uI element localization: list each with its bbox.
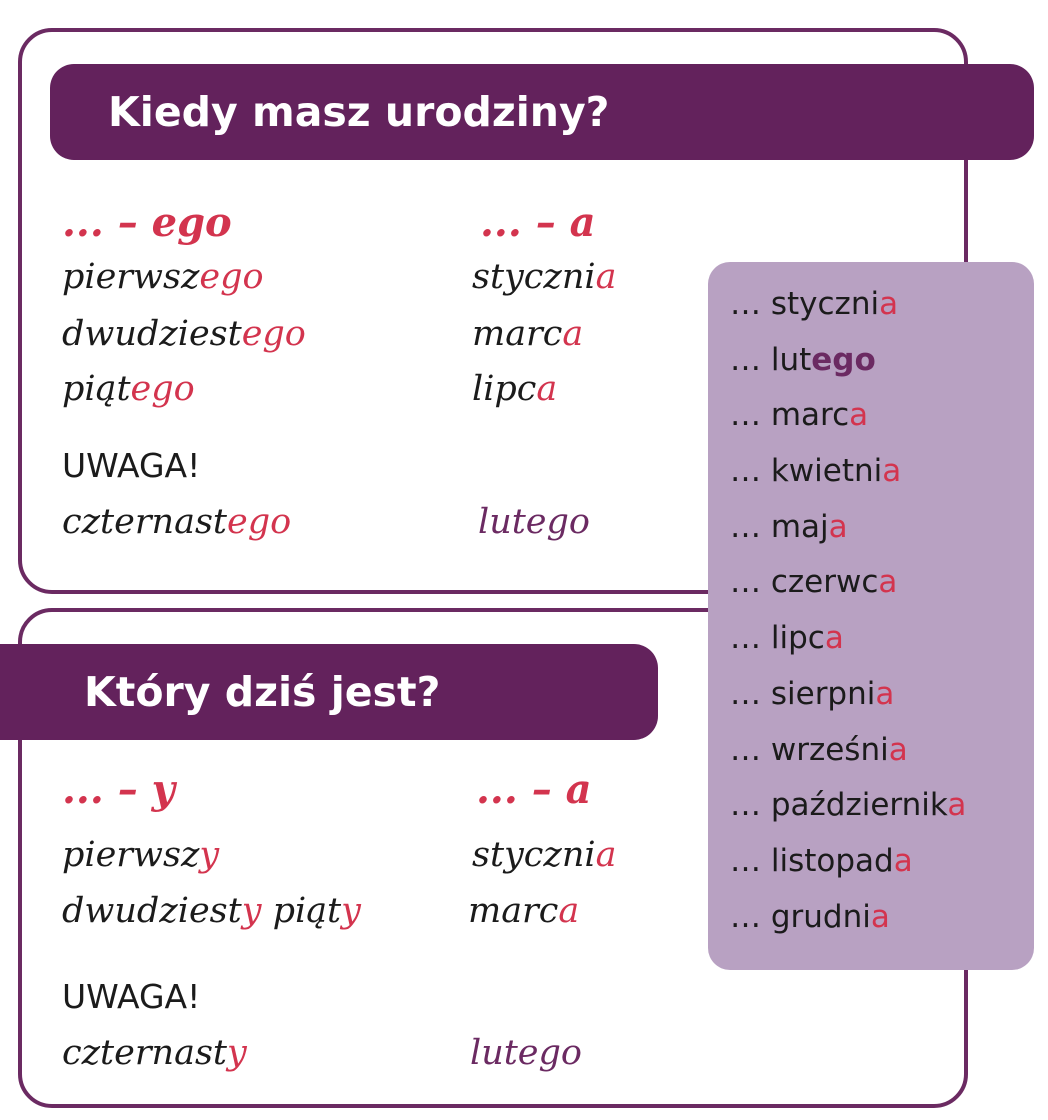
- month-suffix: a: [849, 397, 869, 434]
- word-suffix: ego: [199, 257, 264, 297]
- month-stem: … styczni: [730, 286, 880, 322]
- word-stem: dwudziest: [62, 314, 242, 354]
- month-stem: … lipc: [730, 620, 825, 657]
- word-stem: piąt: [62, 369, 131, 409]
- word-stem: lipc: [472, 369, 537, 409]
- ending-ego-header: ... – ego: [62, 199, 232, 246]
- month-stem: … październik: [730, 787, 948, 824]
- word-stem: marc: [472, 314, 563, 354]
- example-word: lipca: [472, 372, 557, 407]
- month-suffix: a: [947, 787, 967, 824]
- word-stem: czternast: [62, 502, 227, 542]
- word-suffix: ego: [130, 369, 195, 409]
- note-label: UWAGA!: [62, 446, 201, 485]
- month-suffix: ego: [811, 341, 876, 378]
- example-word: piątego: [62, 372, 195, 407]
- word-stem: czternast: [62, 1033, 227, 1073]
- word-stem: pierwsz: [62, 835, 200, 875]
- month-suffix: a: [870, 898, 890, 935]
- word-stem: marc: [468, 891, 559, 931]
- month-item-luty: … lutego: [730, 333, 1034, 389]
- month-item-kwiecien: … kwietnia: [730, 444, 1034, 500]
- month-item-maj: … maja: [730, 500, 1034, 556]
- word-suffix: a: [562, 314, 584, 354]
- example-word: pierwszego: [62, 260, 264, 295]
- month-stem: … kwietni: [730, 453, 883, 490]
- exception-word-lutego: lutego: [470, 1033, 582, 1073]
- word-suffix: a: [595, 835, 617, 875]
- month-suffix: a: [888, 731, 908, 768]
- word-stem: styczni: [472, 835, 596, 875]
- word-suffix: y: [241, 891, 262, 931]
- month-item-lipiec: … lipca: [730, 611, 1034, 667]
- word-suffix: y: [341, 891, 361, 931]
- month-suffix: a: [824, 620, 844, 657]
- month-stem: … maj: [730, 508, 829, 545]
- example-word: marca: [472, 317, 583, 352]
- word-suffix: a: [595, 257, 617, 297]
- months-panel: … stycznia … lutego … marca … kwietnia ……: [708, 262, 1034, 970]
- month-item-wrzesien: … września: [730, 723, 1034, 779]
- word-suffix: ego: [241, 314, 306, 354]
- month-stem: … marc: [730, 397, 850, 434]
- month-item-grudzien: … grudnia: [730, 890, 1034, 946]
- example-word: dwudziesty piąty: [62, 894, 361, 929]
- exception-word: czternastego: [62, 505, 291, 540]
- month-suffix: a: [893, 842, 913, 879]
- month-stem: … grudni: [730, 898, 871, 935]
- note-label: UWAGA!: [62, 977, 201, 1016]
- month-item-sierpien: … sierpnia: [730, 667, 1034, 723]
- word-stem: dwudziest: [62, 891, 242, 931]
- month-item-styczen: … stycznia: [730, 277, 1034, 333]
- example-word: stycznia: [472, 838, 616, 873]
- example-word: pierwszy: [62, 838, 219, 873]
- example-word: dwudziestego: [62, 317, 306, 352]
- word-suffix: a: [558, 891, 580, 931]
- month-stem: … czerwc: [730, 564, 879, 601]
- exception-word-lutego: lutego: [478, 502, 590, 542]
- month-stem: … wrześni: [730, 731, 889, 768]
- month-suffix: a: [828, 508, 848, 545]
- month-stem: … listopad: [730, 842, 894, 879]
- ending-a-header: ... – a: [476, 766, 592, 813]
- month-item-marzec: … marca: [730, 388, 1034, 444]
- word-suffix: ego: [227, 502, 292, 542]
- month-suffix: a: [882, 453, 902, 490]
- word-suffix: y: [227, 1033, 247, 1073]
- month-stem: … sierpni: [730, 675, 876, 712]
- month-item-listopad: … listopada: [730, 834, 1034, 890]
- month-suffix: a: [878, 564, 898, 601]
- word-stem: styczni: [472, 257, 596, 297]
- section-today-title-text: Który dziś jest?: [84, 668, 441, 716]
- section-birthday-title-text: Kiedy masz urodziny?: [108, 88, 610, 136]
- word-stem: piąt: [261, 891, 342, 931]
- word-suffix: y: [199, 835, 220, 875]
- example-word: marca: [468, 894, 579, 929]
- month-item-pazdziernik: … października: [730, 778, 1034, 834]
- section-today-title: Który dziś jest?: [0, 644, 658, 740]
- section-birthday-title: Kiedy masz urodziny?: [50, 64, 1034, 160]
- ending-y-header: ... – y: [62, 766, 175, 813]
- word-stem: pierwsz: [62, 257, 200, 297]
- month-suffix: a: [875, 675, 895, 712]
- word-suffix: a: [536, 369, 558, 409]
- month-item-czerwiec: … czerwca: [730, 555, 1034, 611]
- example-word: stycznia: [472, 260, 616, 295]
- month-suffix: a: [879, 286, 899, 322]
- month-stem: … lut: [730, 341, 812, 378]
- ending-a-header: ... – a: [480, 199, 596, 246]
- exception-word: czternasty: [62, 1036, 247, 1071]
